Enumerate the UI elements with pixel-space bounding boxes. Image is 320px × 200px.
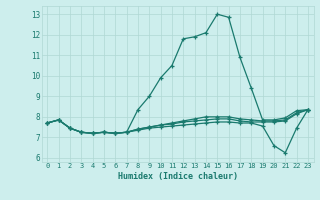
X-axis label: Humidex (Indice chaleur): Humidex (Indice chaleur) (118, 172, 237, 181)
